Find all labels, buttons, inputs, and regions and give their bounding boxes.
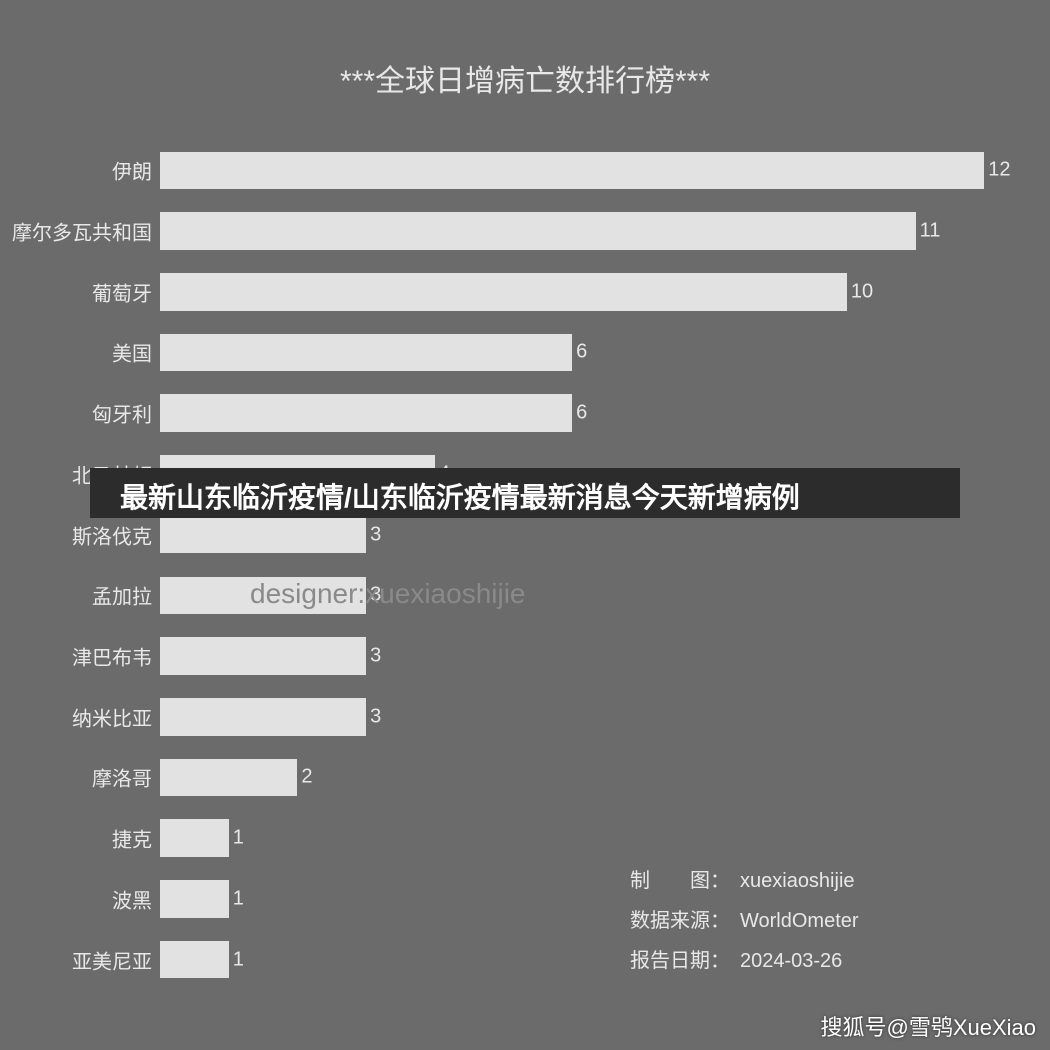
category-label: 波黑 <box>112 884 160 913</box>
category-label: 捷克 <box>112 824 160 853</box>
bar <box>160 759 297 797</box>
category-label: 伊朗 <box>112 156 160 185</box>
chart-canvas: ***全球日增病亡数排行榜*** 伊朗12摩尔多瓦共和国11葡萄牙10美国6匈牙… <box>0 0 1050 1050</box>
bar-value-label: 1 <box>229 948 244 971</box>
bar <box>160 334 572 372</box>
category-label: 摩洛哥 <box>92 763 160 792</box>
category-label: 亚美尼亚 <box>72 945 160 974</box>
category-label: 斯洛伐克 <box>72 520 160 549</box>
credits-block: 制 图：xuexiaoshijie数据来源：WorldOmeter报告日期：20… <box>630 866 859 976</box>
bar-value-label: 1 <box>229 827 244 850</box>
bar-row: 伊朗12 <box>160 152 998 190</box>
category-label: 匈牙利 <box>92 399 160 428</box>
category-label: 孟加拉 <box>92 581 160 610</box>
bar-row: 亚美尼亚1 <box>160 941 998 979</box>
designer-watermark: designer:xuexiaoshijie <box>250 578 526 610</box>
credit-key: 制 图： <box>630 866 740 896</box>
credit-value: xuexiaoshijie <box>740 866 855 896</box>
bar <box>160 941 229 979</box>
overlay-banner-text: 最新山东临沂疫情/山东临沂疫情最新消息今天新增病例 <box>120 476 800 516</box>
bar <box>160 637 366 675</box>
bar <box>160 516 366 554</box>
bar <box>160 273 847 311</box>
category-label: 纳米比亚 <box>72 702 160 731</box>
bar-row: 摩洛哥2 <box>160 759 998 797</box>
bar-value-label: 6 <box>572 402 587 425</box>
bar-row: 波黑1 <box>160 880 998 918</box>
bar-row: 斯洛伐克3 <box>160 516 998 554</box>
bar-value-label: 2 <box>297 766 312 789</box>
bar-row: 摩尔多瓦共和国11 <box>160 212 998 250</box>
bar-row: 津巴布韦3 <box>160 637 998 675</box>
plot-area: 伊朗12摩尔多瓦共和国11葡萄牙10美国6匈牙利6北马其顿4斯洛伐克3孟加拉3津… <box>160 140 998 990</box>
chart-title: ***全球日增病亡数排行榜*** <box>0 56 1050 100</box>
bar-value-label: 6 <box>572 341 587 364</box>
credit-line: 数据来源：WorldOmeter <box>630 906 859 936</box>
source-attribution: 搜狐号@雪鸮XueXiao <box>820 1010 1036 1042</box>
category-label: 津巴布韦 <box>72 642 160 671</box>
bar <box>160 880 229 918</box>
bar-row: 葡萄牙10 <box>160 273 998 311</box>
bar <box>160 819 229 857</box>
credit-line: 制 图：xuexiaoshijie <box>630 866 859 896</box>
bar-row: 美国6 <box>160 334 998 372</box>
credit-line: 报告日期：2024-03-26 <box>630 946 859 976</box>
bar-row: 匈牙利6 <box>160 394 998 432</box>
bar-row: 捷克1 <box>160 819 998 857</box>
bar-value-label: 11 <box>916 220 941 243</box>
bar-value-label: 3 <box>366 523 381 546</box>
category-label: 美国 <box>112 338 160 367</box>
credit-key: 报告日期： <box>630 946 740 976</box>
credit-value: WorldOmeter <box>740 906 859 936</box>
category-label: 葡萄牙 <box>92 277 160 306</box>
bar <box>160 212 916 250</box>
bar <box>160 152 984 190</box>
bar-value-label: 12 <box>984 159 1010 182</box>
bar-value-label: 1 <box>229 887 244 910</box>
bar-value-label: 10 <box>847 280 873 303</box>
bar <box>160 698 366 736</box>
bar-value-label: 3 <box>366 645 381 668</box>
category-label: 摩尔多瓦共和国 <box>12 217 160 246</box>
credit-key: 数据来源： <box>630 906 740 936</box>
bar <box>160 394 572 432</box>
credit-value: 2024-03-26 <box>740 946 842 976</box>
bar-value-label: 3 <box>366 705 381 728</box>
bar-row: 纳米比亚3 <box>160 698 998 736</box>
